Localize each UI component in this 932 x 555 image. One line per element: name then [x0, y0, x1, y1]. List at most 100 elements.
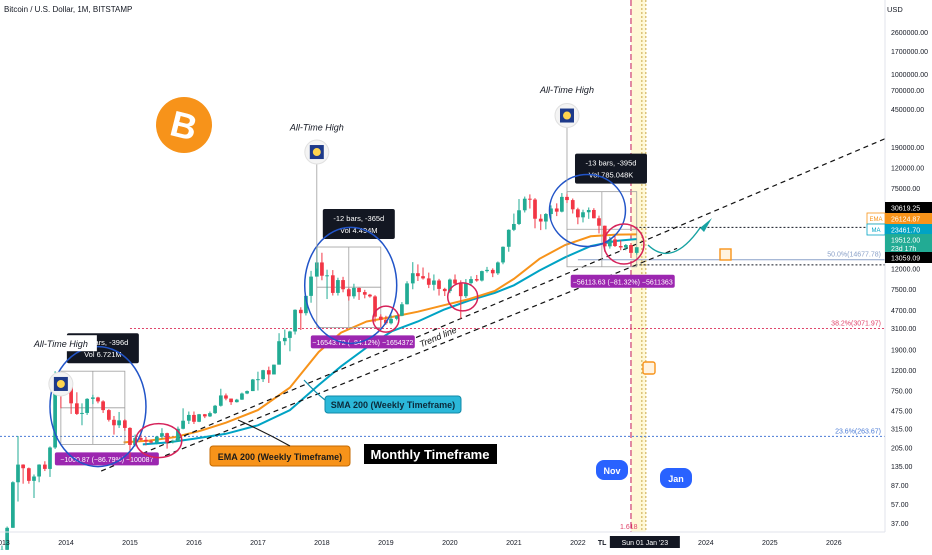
- fib-level-label: 23.6%(263.67): [835, 428, 881, 435]
- candle-body: [427, 278, 431, 284]
- candle-body: [469, 279, 473, 283]
- candle-body: [405, 283, 409, 304]
- candle-body: [571, 200, 575, 209]
- price-badge-value: 19512.00: [891, 238, 920, 245]
- candle-body: [224, 395, 228, 398]
- candle-body: [619, 246, 623, 247]
- candle-body: [293, 310, 297, 332]
- candle-body: [48, 448, 52, 469]
- time-tick-label: 2014: [58, 540, 74, 547]
- candle-body: [624, 245, 628, 247]
- price-tick-label: 450000.00: [891, 107, 924, 114]
- time-tick-label: 2018: [314, 540, 330, 547]
- price-tick-label: 3100.00: [891, 326, 916, 333]
- time-tick-label: 2020: [442, 540, 458, 547]
- jan-label: Jan: [668, 474, 684, 484]
- candle-body: [389, 319, 393, 323]
- candle-body: [91, 397, 95, 398]
- candle-body: [629, 245, 633, 253]
- alarm-marker: [643, 362, 655, 374]
- price-tick-label: 4700.00: [891, 308, 916, 315]
- candle-body: [459, 284, 463, 297]
- candle-body: [245, 391, 249, 393]
- candle-body: [491, 270, 495, 273]
- candle-body: [85, 399, 89, 413]
- candle-body: [240, 394, 244, 400]
- badge-tag: MA: [872, 228, 881, 234]
- candle-body: [592, 210, 596, 218]
- badge-tag: EMA: [869, 217, 882, 223]
- candle-body: [331, 275, 335, 293]
- candle-body: [272, 365, 276, 375]
- price-tick-label: 7500.00: [891, 287, 916, 294]
- candle-body: [528, 199, 532, 200]
- currency-label: USD: [887, 5, 903, 14]
- price-tick-label: 190000.00: [891, 145, 924, 152]
- price-tick-label: 700000.00: [891, 88, 924, 95]
- price-tick-label: 135.00: [891, 464, 913, 471]
- time-tick-label: 2026: [826, 540, 842, 547]
- price-badge-value: 30619.25: [891, 206, 920, 213]
- candle-body: [11, 482, 15, 528]
- candle-body: [581, 212, 585, 217]
- candle-body: [453, 280, 457, 284]
- time-tick-label: 2017: [250, 540, 266, 547]
- time-tick-label: 2022: [570, 540, 586, 547]
- price-tick-label: 1000000.00: [891, 72, 928, 79]
- time-tick-label: 2024: [698, 540, 714, 547]
- candle-body: [352, 288, 356, 296]
- sma-label: SMA 200 (Weekly Timeframe): [331, 400, 455, 410]
- candle-body: [587, 210, 591, 212]
- candle-body: [325, 275, 329, 276]
- price-tick-label: 315.00: [891, 427, 913, 434]
- candle-body: [320, 262, 324, 275]
- candle-body: [144, 440, 148, 441]
- ath-icon-sun: [563, 112, 571, 120]
- candle-body: [517, 210, 521, 224]
- time-tick-label: 2025: [762, 540, 778, 547]
- candle-body: [416, 273, 420, 276]
- candle-body: [187, 415, 191, 421]
- price-tick-label: 750.00: [891, 388, 913, 395]
- candle-body: [565, 197, 569, 200]
- candle-body: [43, 465, 47, 469]
- candle-body: [613, 239, 617, 246]
- candle-body: [597, 218, 601, 225]
- candle-body: [256, 379, 260, 380]
- candle-body: [261, 370, 265, 379]
- candle-body: [576, 209, 580, 217]
- fib-base-label: 1.618: [620, 524, 638, 531]
- price-tick-label: 475.00: [891, 409, 913, 416]
- time-tick-label: 2021: [506, 540, 522, 547]
- candle-body: [523, 199, 527, 211]
- candle-body: [309, 277, 313, 296]
- candle-body: [555, 208, 559, 211]
- time-tick-label: 2016: [186, 540, 202, 547]
- candle-body: [128, 428, 132, 445]
- candle-body: [480, 271, 484, 280]
- time-tick-label: 2015: [122, 540, 138, 547]
- drop-label: −56113.63 (−81.32%) −5611363: [573, 279, 673, 286]
- tv-logo: TL: [598, 540, 607, 547]
- ath-icon-sun: [313, 148, 321, 156]
- candle-body: [112, 420, 116, 425]
- candle-body: [368, 295, 372, 297]
- candle-body: [357, 288, 361, 292]
- candle-body: [197, 414, 201, 422]
- candle-body: [107, 410, 111, 420]
- ath-label: All-Time High: [33, 339, 88, 349]
- candle-body: [123, 420, 127, 428]
- ath-label: All-Time High: [289, 123, 344, 133]
- drop-label: −1000.87 (−86.79%) −100087: [60, 457, 153, 464]
- price-tick-label: 37.00: [891, 521, 909, 528]
- price-tick-label: 2600000.00: [891, 30, 928, 37]
- candle-body: [400, 304, 404, 316]
- candle-body: [496, 262, 500, 273]
- price-tick-label: 75000.00: [891, 186, 920, 193]
- candle-body: [213, 406, 217, 413]
- candle-body: [251, 379, 255, 391]
- measure-bars-label: -12 bars, -365d: [333, 214, 384, 223]
